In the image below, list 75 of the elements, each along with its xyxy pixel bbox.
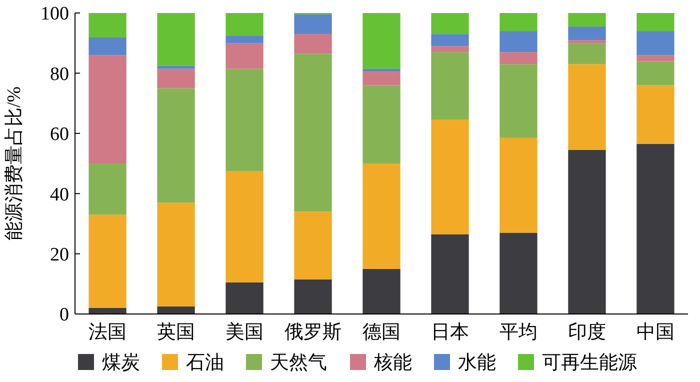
y-tick-label: 100 [40,4,69,25]
bar [226,282,264,314]
bar [500,232,538,314]
bar [226,68,264,172]
bar [226,43,264,69]
bar [568,43,606,64]
bar [431,120,469,234]
bar [500,52,538,64]
bar [362,85,400,164]
bar [157,66,195,69]
x-tick-label: 美国 [226,321,264,343]
bar [226,13,264,36]
bar [568,64,606,150]
bar [157,68,195,88]
bar [362,268,400,314]
bar [294,34,332,54]
bar [226,36,264,44]
bar [362,68,400,72]
bar [568,26,606,40]
bar [88,308,126,314]
x-tick-label: 德国 [362,322,400,343]
bar [294,14,332,34]
bar [226,171,264,282]
y-tick-label: 60 [50,124,69,146]
bar [362,72,400,86]
bar [500,138,538,233]
bar [636,13,674,32]
bar [500,64,538,138]
x-tick-label: 印度 [568,321,606,343]
x-tick-label: 俄罗斯 [284,322,342,343]
bar [636,55,674,62]
legend-label: 煤炭 [102,352,140,374]
legend-label: 可再生能源 [542,352,637,374]
legend-label: 天然气 [270,352,327,374]
bar [636,85,674,144]
bar [431,13,469,34]
x-tick-label: 日本 [430,322,469,343]
bar [431,34,469,46]
bar [636,31,674,56]
bar [568,40,606,44]
bar [500,13,538,32]
bar [88,13,126,38]
bar [157,306,195,314]
y-tick-label: 40 [50,184,69,206]
y-tick-label: 80 [50,64,69,85]
bar [294,279,332,314]
x-tick-label: 平均 [499,322,538,343]
x-tick-label: 英国 [157,322,196,343]
bar [362,13,400,69]
bar [362,164,400,269]
bar [88,164,126,215]
bar [157,13,195,66]
bar [88,37,126,56]
x-tick-label: 法国 [88,322,127,343]
bar [431,52,469,120]
bar [294,54,332,212]
bar [431,46,469,52]
bar [157,88,195,203]
y-axis-title: 能源消费量占比/% [4,86,25,241]
bar [294,212,332,280]
bar [568,13,606,27]
legend-label: 水能 [458,352,496,374]
bar [636,144,674,314]
legend-label: 核能 [373,352,412,374]
bar [157,202,195,306]
bar [500,31,538,52]
y-tick-label: 20 [50,244,69,266]
bar [568,150,606,314]
y-tick-label: 0 [60,304,69,326]
bar [88,214,126,308]
bar [636,61,674,86]
bar [88,55,126,164]
legend-label: 石油 [186,352,224,374]
x-tick-label: 中国 [636,322,674,343]
bar [431,234,469,314]
